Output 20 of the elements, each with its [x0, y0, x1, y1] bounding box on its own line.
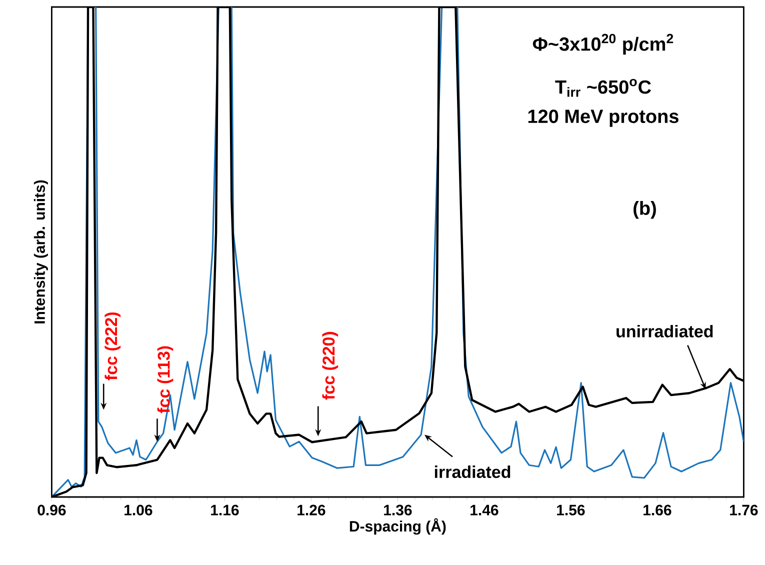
annotation: irradiated: [434, 466, 510, 478]
x-axis-title: D-spacing (Å): [350, 518, 446, 535]
x-tick-label: 1.46: [470, 504, 498, 516]
annotation: (b): [634, 201, 656, 219]
x-tick-label: 1.16: [211, 504, 239, 516]
annotation: 120 MeV protons: [528, 110, 678, 127]
annotation: fcc (222): [104, 312, 121, 380]
y-axis-title: Intensity (arb. units): [34, 180, 48, 324]
annotation: Φ~3x10$^{20}$ p/cm$^{2}$: [532, 34, 674, 55]
annotation: fcc (113): [157, 346, 174, 414]
x-tick-label: 1.36: [384, 504, 412, 516]
x-tick-label: 1.76: [730, 504, 758, 516]
annotation: T$_{irr}$ ~650$^{o}$C: [555, 78, 651, 97]
x-tick-label: 1.26: [298, 504, 326, 516]
x-tick-label: 1.06: [124, 504, 152, 516]
x-tick-label: 1.66: [644, 504, 672, 516]
x-tick-label: 1.56: [557, 504, 585, 516]
annotation: unirradiated: [616, 324, 713, 338]
annotation: fcc (220): [322, 332, 338, 400]
x-tick-label: 0.96: [38, 504, 66, 516]
